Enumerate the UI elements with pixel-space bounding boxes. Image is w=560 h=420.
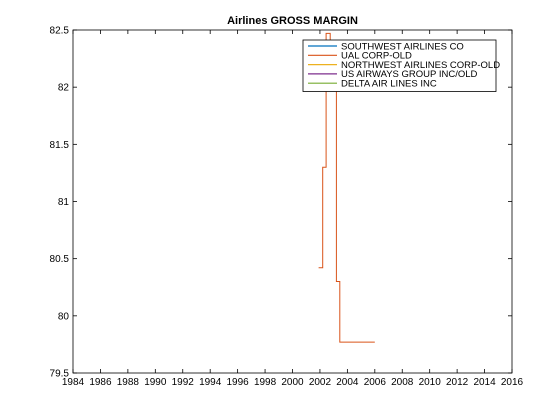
legend-label: DELTA AIR LINES INC xyxy=(341,79,437,90)
x-tick-label: 1996 xyxy=(227,377,250,388)
plot-area: 1984 1986 1988 1990 1992 1994 1996 1998 2000 2002… xyxy=(50,26,524,389)
x-tick-label: 2000 xyxy=(281,377,304,388)
x-tick-label: 1994 xyxy=(199,377,222,388)
x-tick-label: 1986 xyxy=(89,377,112,388)
x-tick-label: 1990 xyxy=(144,377,167,388)
x-tick-label: 2004 xyxy=(336,377,359,388)
legend-label: UAL CORP-OLD xyxy=(341,51,412,62)
x-tick-label: 1984 xyxy=(62,377,85,388)
x-tick-label: 2012 xyxy=(446,377,469,388)
x-tick-label: 2008 xyxy=(391,377,414,388)
x-tick-label: 1998 xyxy=(254,377,277,388)
x-tick-label: 2016 xyxy=(501,377,524,388)
y-tick-label: 79.5 xyxy=(50,369,70,380)
x-tick-label: 2006 xyxy=(364,377,387,388)
x-tick-label: 2002 xyxy=(309,377,332,388)
y-tick-label: 81 xyxy=(58,197,70,208)
legend-label: NORTHWEST AIRLINES CORP-OLD xyxy=(341,60,500,71)
legend-label: SOUTHWEST AIRLINES CO xyxy=(341,41,464,52)
chart-title: Airlines GROSS MARGIN xyxy=(227,15,358,27)
y-tick-label: 82 xyxy=(58,83,70,94)
x-tick-label: 2014 xyxy=(473,377,496,388)
legend-label: US AIRWAYS GROUP INC/OLD xyxy=(341,69,478,80)
x-tick-label: 1988 xyxy=(117,377,140,388)
x-tick-label: 1992 xyxy=(172,377,195,388)
y-tick-label: 81.5 xyxy=(50,140,70,151)
y-tick-label: 80.5 xyxy=(50,254,70,265)
y-tick-label: 80 xyxy=(58,311,70,322)
x-tick-label: 2010 xyxy=(419,377,442,388)
y-tick-label: 82.5 xyxy=(50,26,70,37)
